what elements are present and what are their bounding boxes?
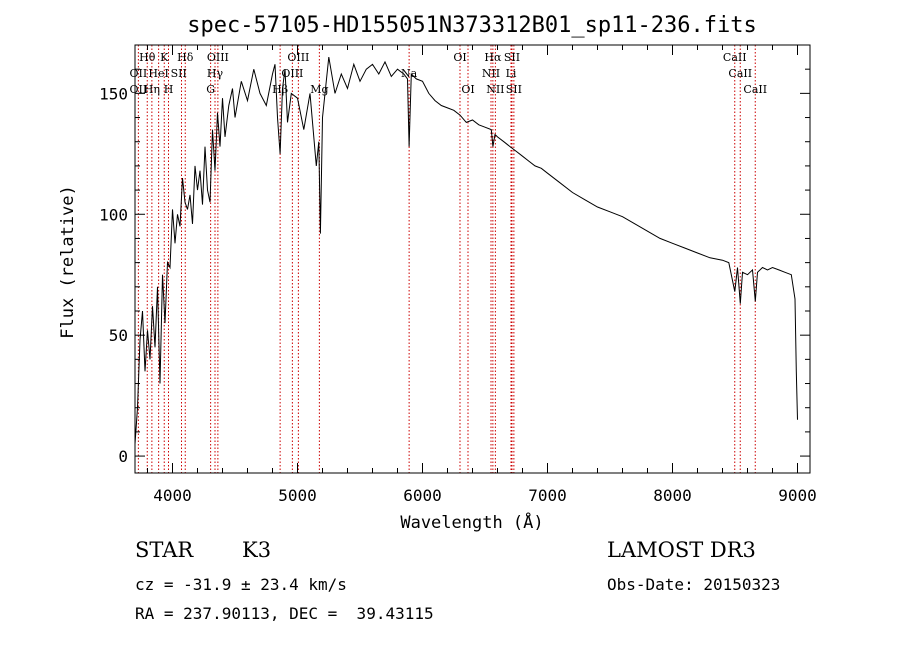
x-tick-label: 9000 (778, 486, 817, 505)
line-marker-label: Li (506, 67, 517, 80)
line-marker-label: CaII (743, 83, 767, 96)
line-marker-label: CaII (723, 51, 747, 64)
line-marker-label: K (160, 51, 169, 64)
line-marker-label: OI (461, 83, 474, 96)
line-marker-label: OII (130, 83, 148, 96)
x-tick-label: 4000 (153, 486, 192, 505)
obs-date: Obs-Date: 20150323 (607, 575, 781, 594)
line-marker-label: Hη (144, 83, 160, 96)
object-subclass: K3 (242, 538, 272, 562)
line-marker-label: CaII (728, 67, 752, 80)
line-marker-label: Hθ (139, 51, 156, 64)
x-tick-label: 6000 (403, 486, 442, 505)
line-marker-label: Hγ (207, 67, 224, 80)
x-tick-label: 5000 (278, 486, 317, 505)
line-marker-label: NII (482, 67, 500, 80)
line-marker-label: SII (171, 67, 187, 80)
redshift-cz: cz = -31.9 ± 23.4 km/s (135, 575, 347, 594)
line-markers (137, 45, 756, 473)
line-marker-label: OIII (281, 67, 303, 80)
line-marker-label: G (206, 83, 215, 96)
line-marker-label: OI (453, 51, 466, 64)
line-marker-label: Hα (484, 51, 502, 64)
line-marker-label: OII (130, 67, 148, 80)
line-marker-label: NII (486, 83, 504, 96)
line-marker-label: OIII (207, 51, 229, 64)
line-marker-label: HeI (148, 67, 168, 80)
y-tick-label: 0 (118, 447, 128, 466)
coordinates: RA = 237.90113, DEC = 39.43115 (135, 604, 434, 623)
x-tick-label: 7000 (528, 486, 567, 505)
y-tick-label: 150 (99, 84, 128, 103)
line-marker-label: Hδ (177, 51, 194, 64)
line-marker-label: Mg (310, 83, 328, 96)
chart-title: spec-57105-HD155051N373312B01_sp11-236.f… (187, 13, 757, 38)
axis-ticks: 4000 5000 6000 7000 8000 9000 0 50 100 150 (99, 45, 817, 505)
x-axis-label: Wavelength (Å) (400, 511, 543, 533)
y-tick-label: 50 (109, 326, 128, 345)
y-tick-label: 100 (99, 205, 128, 224)
spectrum-line (134, 57, 798, 445)
y-axis-label: Flux (relative) (58, 185, 78, 339)
object-class: STAR (135, 538, 194, 562)
survey-name: LAMOST DR3 (607, 538, 756, 562)
line-marker-label: OIII (287, 51, 309, 64)
line-marker-label: SII (506, 83, 522, 96)
line-marker-label: H (164, 83, 174, 96)
line-marker-label: SII (504, 51, 520, 64)
x-tick-label: 8000 (653, 486, 692, 505)
